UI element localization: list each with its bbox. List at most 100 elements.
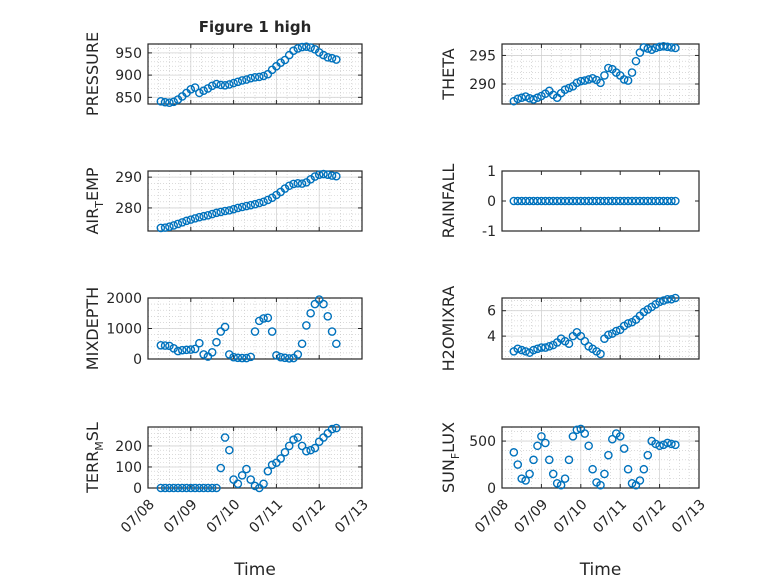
- data-point: [220, 81, 230, 90]
- data-point: [671, 440, 680, 450]
- data-point: [623, 76, 633, 85]
- data-point: [568, 432, 578, 441]
- data-point: [293, 44, 303, 53]
- panel-3: 280 290 AIRTEMP: [83, 167, 363, 235]
- data-point: [156, 340, 166, 350]
- data-point: [619, 75, 629, 84]
- data-point: [254, 316, 264, 326]
- data-point: [564, 83, 574, 93]
- y-tick-label: 200: [115, 439, 142, 455]
- data-point: [651, 43, 660, 53]
- data-point: [627, 68, 637, 77]
- data-point: [276, 58, 285, 67]
- data-point: [323, 53, 333, 62]
- data-point: [521, 92, 530, 101]
- data-point: [525, 93, 534, 103]
- data-point: [254, 72, 264, 82]
- data-point: [302, 42, 311, 51]
- data-point: [199, 483, 208, 493]
- data-point: [246, 73, 256, 83]
- data-point: [327, 424, 337, 434]
- data-point: [160, 223, 170, 232]
- data-point: [169, 344, 178, 353]
- data-point: [216, 207, 226, 217]
- data-point: [293, 179, 303, 188]
- x-tick-label: 07/12: [289, 497, 329, 537]
- panel-1: 850 900 950 PRESSURE Figure 1 high: [83, 18, 363, 116]
- data-point: [216, 80, 226, 90]
- data-point: [199, 86, 208, 95]
- data-point: [280, 447, 290, 457]
- data-point: [284, 50, 294, 60]
- data-point: [169, 97, 178, 107]
- data-point: [165, 483, 174, 493]
- data-point: [284, 354, 294, 363]
- data-point: [259, 479, 268, 489]
- data-point: [259, 197, 268, 207]
- y-tick-label: -1: [482, 224, 496, 240]
- data-point: [671, 196, 680, 206]
- data-point: [259, 314, 268, 323]
- data-point: [246, 352, 256, 362]
- data-point: [284, 441, 294, 451]
- data-point: [623, 464, 633, 474]
- data-point: [659, 296, 668, 305]
- data-point: [203, 211, 213, 220]
- x-axis-label: Time: [233, 560, 276, 580]
- data-point: [306, 445, 315, 455]
- data-point: [671, 293, 680, 303]
- data-point: [212, 483, 221, 493]
- data-point: [225, 206, 234, 215]
- data-point: [225, 80, 234, 89]
- data-point: [580, 76, 590, 85]
- data-point: [207, 81, 217, 91]
- data-point: [186, 483, 196, 493]
- data-point: [237, 76, 247, 85]
- data-point: [314, 170, 324, 179]
- data-point: [631, 56, 641, 66]
- data-point: [564, 455, 574, 465]
- panel-8: 0 500 07/08 07/09 07/10 07/11 07/12 07/13 Time SU…: [439, 422, 709, 580]
- data-point: [233, 479, 243, 489]
- data-point: [560, 85, 570, 95]
- data-point: [671, 43, 680, 53]
- axes-frame: [147, 43, 363, 105]
- data-point: [195, 338, 204, 348]
- y-axis-label: THETA: [439, 48, 458, 100]
- panel-6: 4 6 H2OMIXRA: [439, 286, 700, 371]
- data-point: [619, 444, 629, 453]
- data-point: [177, 483, 187, 493]
- data-point: [233, 77, 243, 87]
- data-point: [627, 479, 637, 488]
- data-point: [639, 464, 649, 474]
- y-tick-label: 500: [469, 434, 496, 450]
- data-point: [242, 464, 251, 474]
- y-axis-label: RAINFALL: [439, 164, 458, 239]
- y-axis-label: PRESSURE: [83, 32, 102, 116]
- data-point: [544, 341, 554, 351]
- data-point: [220, 322, 230, 332]
- data-point: [263, 466, 273, 476]
- data-point: [332, 339, 341, 349]
- data-point: [250, 327, 260, 336]
- data-point: [280, 184, 290, 193]
- data-point: [190, 83, 200, 92]
- x-tick-label: 07/08: [472, 497, 512, 537]
- data-point: [533, 93, 542, 103]
- data-point: [643, 44, 653, 53]
- data-point: [663, 294, 672, 304]
- data-point: [207, 483, 217, 493]
- y-tick-label: 295: [469, 48, 496, 64]
- x-tick-label: 07/12: [630, 497, 670, 537]
- y-axis-label: TERRMSL: [83, 422, 106, 494]
- y-tick-label: 1000: [106, 322, 142, 338]
- y-tick-label: 0: [133, 352, 142, 368]
- data-point: [596, 349, 605, 359]
- x-tick-label: 07/11: [590, 497, 630, 537]
- data-point: [237, 202, 247, 212]
- data-point: [212, 79, 221, 89]
- data-point: [517, 345, 527, 355]
- data-point: [509, 448, 519, 457]
- data-point: [327, 53, 337, 63]
